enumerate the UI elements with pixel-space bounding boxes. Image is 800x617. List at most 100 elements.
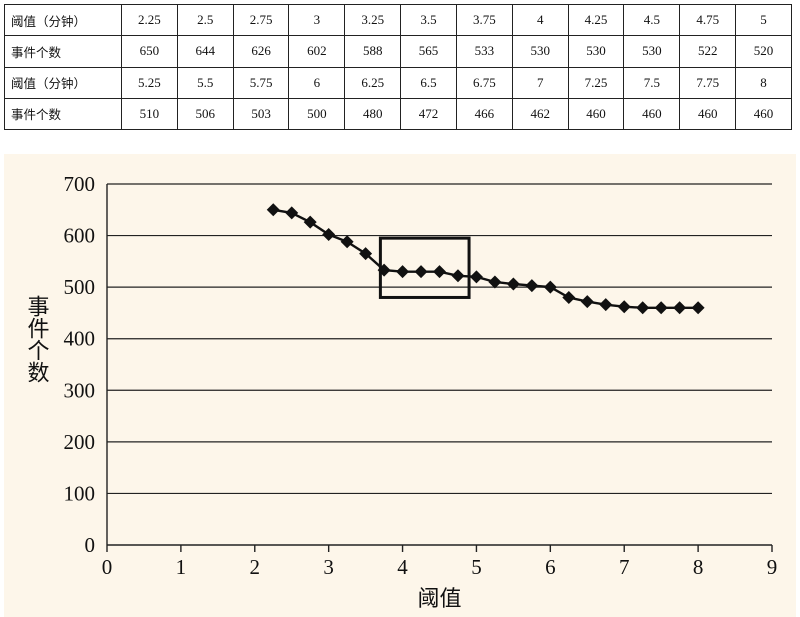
data-point-marker	[562, 290, 576, 304]
data-point-marker	[469, 270, 483, 284]
label-layer: 0 100 200 300 400 500 600 700 0 1 2 3 4 5 6 7 8 9 阈值 事件个数	[24, 172, 778, 612]
y-tick-label: 700	[64, 172, 96, 196]
table-cell: 8	[735, 66, 792, 99]
data-point-marker	[414, 265, 428, 279]
table-cell: 480	[344, 97, 402, 131]
table-cell: 602	[288, 35, 346, 68]
table-cell: 462	[511, 97, 569, 131]
x-axis-title: 阈值	[417, 587, 461, 612]
y-tick-label: 400	[64, 327, 96, 351]
table-cell: 530	[567, 35, 625, 68]
x-tick-label: 2	[250, 555, 261, 579]
table-row-label: 阈值（分钟）	[4, 66, 122, 99]
chart-panel: 0 100 200 300 400 500 600 700 0 1 2 3 4 5 6 7 8 9 阈值 事件个数	[4, 154, 796, 617]
table-cell: 2.75	[232, 3, 290, 37]
table-cell: 472	[400, 97, 457, 131]
data-point-marker	[433, 265, 446, 279]
table-cell: 530	[623, 35, 681, 68]
data-point-marker	[506, 277, 520, 291]
table-cell: 4.75	[679, 3, 737, 37]
data-point-marker	[580, 295, 594, 309]
table-cell: 626	[232, 35, 290, 68]
table-cell: 6.25	[344, 66, 402, 99]
y-tick-label: 600	[64, 224, 96, 248]
data-point-marker	[617, 300, 631, 314]
x-tick-label: 7	[619, 555, 630, 579]
table-cell: 3.5	[400, 3, 457, 37]
data-point-marker	[340, 235, 354, 249]
table-cell: 3.75	[455, 3, 513, 37]
data-point-marker	[359, 247, 373, 261]
data-point-marker	[543, 280, 557, 294]
series-layer	[266, 203, 705, 315]
table-cell: 466	[455, 97, 513, 131]
table-cell: 506	[176, 97, 234, 131]
table-cell: 460	[679, 97, 737, 131]
x-tick-label: 8	[693, 555, 704, 579]
data-point-marker	[285, 206, 299, 220]
highlight-box	[378, 236, 471, 299]
table-cell: 4.25	[567, 3, 625, 37]
table-cell: 500	[288, 97, 346, 131]
table-row-label: 事件个数	[4, 35, 122, 68]
y-axis-title: 事件个数	[24, 295, 50, 383]
table-cell: 460	[623, 97, 681, 131]
table-cell: 530	[511, 35, 569, 68]
table-body: 阈值（分钟） 2.25 2.5 2.75 3 3.25 3.5 3.75 4 4.25 4.5 4.7…	[4, 3, 792, 131]
table-cell: 644	[176, 35, 234, 68]
table-cell: 5	[735, 3, 792, 37]
y-tick-label: 0	[85, 533, 96, 557]
data-point-marker	[691, 301, 705, 315]
table-cell: 7.75	[679, 66, 737, 99]
table-row: 事件个数 510 506 503 500 480 472 466 462 460 460 460 460	[4, 97, 792, 131]
data-point-marker	[525, 279, 539, 293]
x-tick-label: 9	[767, 555, 778, 579]
table-cell: 650	[121, 35, 178, 68]
data-point-marker	[673, 301, 687, 315]
table-cell: 7.5	[623, 66, 681, 99]
y-tick-label: 100	[64, 481, 96, 505]
table-cell: 520	[735, 35, 792, 68]
data-point-marker	[451, 269, 465, 283]
table-cell: 510	[121, 97, 178, 131]
x-tick-label: 5	[471, 555, 482, 579]
table-cell: 7	[511, 66, 569, 99]
data-point-marker	[654, 301, 668, 315]
line-chart: 0 100 200 300 400 500 600 700 0 1 2 3 4 5 6 7 8 9 阈值 事件个数	[24, 172, 778, 612]
table-cell: 522	[679, 35, 737, 68]
x-tick-label: 1	[176, 555, 187, 579]
x-tick-label: 0	[102, 555, 113, 579]
table-row: 阈值（分钟） 5.25 5.5 5.75 6 6.25 6.5 6.75 7 7.25 7.5 7.7…	[4, 66, 792, 99]
table-cell: 565	[400, 35, 457, 68]
table-cell: 2.5	[176, 3, 234, 37]
y-tick-label: 200	[64, 430, 96, 454]
data-point-marker	[322, 228, 336, 242]
table-cell: 2.25	[121, 3, 178, 37]
x-tick-label: 4	[397, 555, 408, 579]
table-cell: 5.75	[232, 66, 290, 99]
x-tick-label: 3	[323, 555, 334, 579]
table-cell: 460	[735, 97, 792, 131]
table-cell: 460	[567, 97, 625, 131]
table-cell: 6.75	[455, 66, 513, 99]
data-point-marker	[396, 265, 410, 279]
table-cell: 588	[344, 35, 402, 68]
data-point-marker	[266, 203, 280, 217]
table-cell: 4	[511, 3, 569, 37]
data-table: 阈值（分钟） 2.25 2.5 2.75 3 3.25 3.5 3.75 4 4.25 4.5 4.7…	[4, 3, 792, 131]
series-line	[273, 208, 699, 310]
grid-layer	[107, 183, 772, 495]
x-tick-label: 6	[545, 555, 556, 579]
table-row: 阈值（分钟） 2.25 2.5 2.75 3 3.25 3.5 3.75 4 4.25 4.5 4.7…	[4, 3, 792, 37]
axis-layer	[106, 184, 773, 552]
table-row-label: 事件个数	[4, 97, 122, 131]
data-point-marker	[599, 298, 613, 312]
table-cell: 5.5	[176, 66, 234, 99]
table-cell: 3	[288, 3, 346, 37]
table-cell: 4.5	[623, 3, 681, 37]
data-point-marker	[488, 275, 502, 289]
y-tick-label: 500	[64, 275, 96, 299]
table-cell: 6	[288, 66, 346, 99]
table-row-label: 阈值（分钟）	[4, 3, 122, 37]
table-cell: 7.25	[567, 66, 625, 99]
